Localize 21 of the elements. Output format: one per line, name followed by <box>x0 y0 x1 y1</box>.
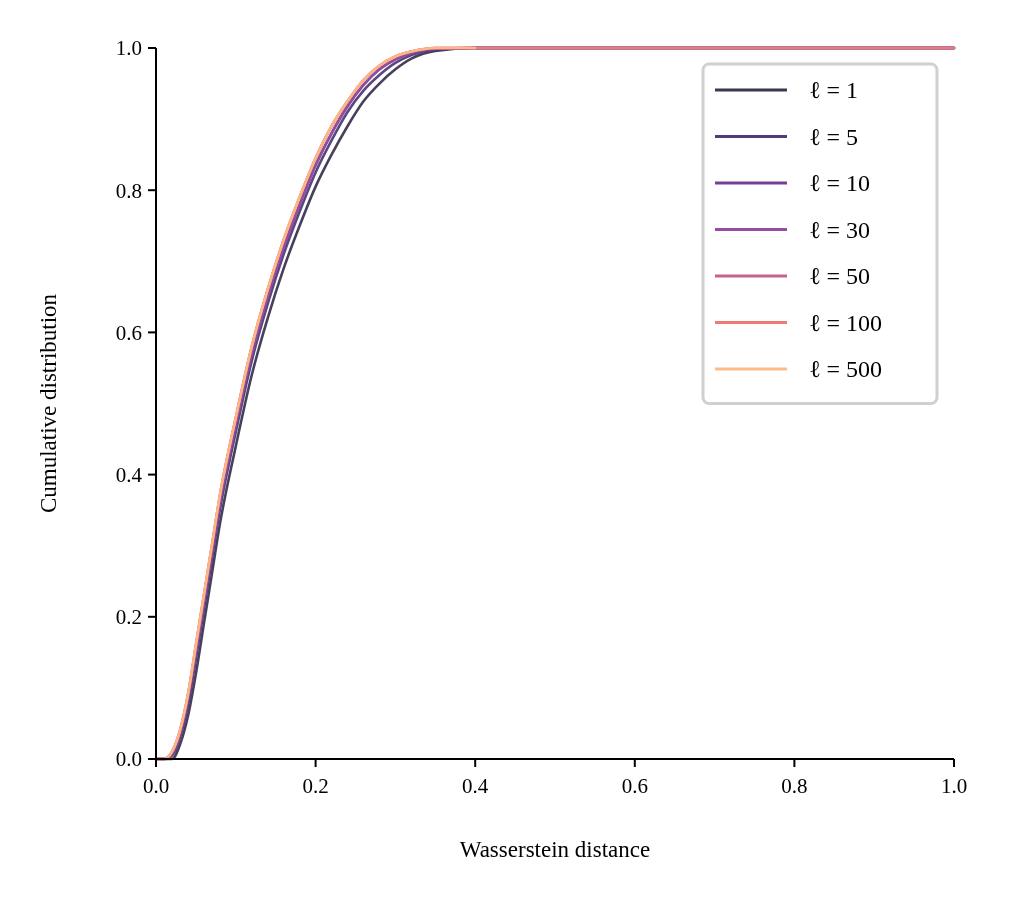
legend-label: ℓ = 30 <box>809 216 871 243</box>
y-tick-label: 0.8 <box>115 178 142 203</box>
y-tick-label: 0.4 <box>115 462 143 487</box>
legend-label: ℓ = 500 <box>809 356 883 383</box>
legend-label: ℓ = 100 <box>809 309 883 336</box>
y-tick-label: 0.0 <box>115 747 142 772</box>
x-tick-label: 0.2 <box>302 774 329 798</box>
legend-label: ℓ = 10 <box>809 170 871 197</box>
y-tick-label: 0.6 <box>115 320 142 345</box>
y-axis-title: Cumulative distribution <box>36 293 61 514</box>
x-tick-label: 0.4 <box>462 774 489 798</box>
x-tick-label: 0.8 <box>781 774 808 798</box>
legend-label: ℓ = 5 <box>809 123 859 150</box>
legend-label: ℓ = 50 <box>809 263 871 290</box>
legend-label: ℓ = 1 <box>809 77 859 104</box>
x-tick-label: 1.0 <box>940 774 968 798</box>
y-tick-label: 1.0 <box>115 36 142 61</box>
x-tick-label: 0.0 <box>142 774 170 798</box>
x-axis-title: Wasserstein distance <box>459 837 651 862</box>
x-tick-label: 0.6 <box>621 774 648 798</box>
y-tick-label: 0.2 <box>115 605 142 630</box>
